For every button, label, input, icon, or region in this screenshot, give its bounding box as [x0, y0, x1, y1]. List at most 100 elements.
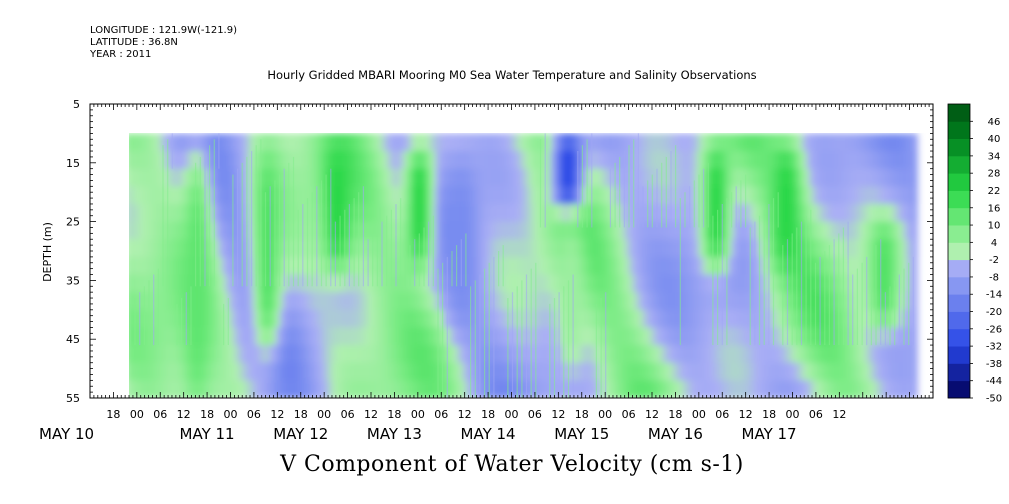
heatmap-cell	[293, 256, 298, 276]
heatmap-cell	[227, 345, 232, 364]
heatmap-cell	[418, 221, 423, 240]
heatmap-cell	[161, 309, 166, 328]
heatmap-cell	[260, 204, 265, 223]
heatmap-cell	[201, 168, 205, 187]
heatmap-cell	[696, 186, 701, 205]
heatmap-cell	[415, 168, 420, 187]
heatmap-cell	[339, 274, 344, 293]
heatmap-cell	[356, 327, 361, 346]
heatmap-cell	[448, 309, 453, 328]
heatmap-cell	[468, 274, 473, 293]
heatmap-cell	[273, 168, 278, 187]
heatmap-cell	[801, 345, 806, 364]
heatmap-cell	[148, 274, 153, 293]
heatmap-cell	[224, 380, 229, 398]
heatmap-cell	[125, 151, 129, 169]
heatmap-cell	[752, 309, 757, 328]
heatmap-streak	[470, 286, 472, 398]
heatmap-cell	[336, 274, 341, 293]
heatmap-cell	[620, 327, 625, 346]
heatmap-cell	[537, 133, 542, 152]
heatmap-cell	[412, 204, 417, 223]
heatmap-cell	[775, 309, 780, 328]
heatmap-cell	[260, 151, 265, 170]
heatmap-cell	[234, 345, 238, 364]
heatmap-cell	[686, 380, 691, 398]
heatmap-cell	[270, 204, 275, 223]
heatmap-cell	[303, 133, 308, 152]
heatmap-cell	[861, 204, 866, 223]
heatmap-cell	[405, 204, 410, 223]
heatmap-cell	[448, 168, 453, 187]
heatmap-cell	[475, 292, 479, 311]
heatmap-cell	[584, 327, 588, 346]
heatmap-cell	[125, 292, 129, 310]
heatmap-cell	[702, 292, 707, 311]
heatmap-cell	[184, 186, 189, 205]
heatmap-cell	[821, 274, 826, 293]
heatmap-cell	[716, 362, 720, 381]
heatmap-cell	[171, 168, 176, 187]
heatmap-cell	[564, 274, 569, 293]
heatmap-cell	[498, 274, 502, 293]
heatmap-cell	[316, 327, 321, 346]
heatmap-cell	[745, 380, 750, 398]
heatmap-cell	[356, 362, 361, 381]
heatmap-cell	[712, 204, 717, 223]
heatmap-cell	[148, 133, 153, 152]
heatmap-cell	[798, 380, 803, 398]
heatmap-cell	[508, 380, 512, 398]
heatmap-cell	[650, 151, 654, 170]
heatmap-cell	[382, 380, 387, 398]
heatmap-cell	[300, 151, 304, 170]
heatmap-cell	[319, 345, 324, 364]
heatmap-cell	[352, 327, 357, 346]
heatmap-cell	[376, 204, 380, 223]
heatmap-cell	[732, 133, 737, 152]
heatmap-cell	[129, 186, 133, 205]
heatmap-cell	[752, 345, 757, 364]
heatmap-cell	[858, 274, 862, 293]
heatmap-cell	[894, 239, 899, 258]
heatmap-cell	[187, 327, 192, 346]
heatmap-cell	[148, 168, 153, 187]
heatmap-smooth-layer	[125, 133, 918, 398]
heatmap-cell	[749, 292, 753, 311]
heatmap-cell	[666, 168, 671, 187]
heatmap-cell	[567, 345, 572, 364]
heatmap-cell	[834, 256, 839, 276]
heatmap-cell	[686, 256, 691, 276]
heatmap-cell	[729, 239, 734, 258]
heatmap-cell	[438, 133, 443, 152]
heatmap-cell	[237, 292, 242, 311]
heatmap-cell	[834, 309, 839, 328]
heatmap-cell	[752, 221, 757, 240]
x-tick-label: 12	[458, 408, 472, 421]
heatmap-cell	[428, 151, 433, 170]
heatmap-cell	[432, 380, 436, 398]
heatmap-cell	[362, 204, 367, 223]
heatmap-streak	[670, 151, 672, 228]
heatmap-cell	[349, 309, 354, 328]
heatmap-cell	[620, 204, 625, 223]
heatmap-cell	[382, 274, 387, 293]
heatmap-cell	[798, 309, 803, 328]
heatmap-cell	[722, 221, 727, 240]
heatmap-cell	[504, 362, 509, 381]
heatmap-cell	[409, 256, 413, 276]
heatmap-cell	[791, 327, 796, 346]
heatmap-cell	[894, 380, 899, 398]
heatmap-cell	[881, 309, 885, 328]
heatmap-cell	[326, 309, 331, 328]
heatmap-cell	[659, 292, 664, 311]
heatmap-cell	[385, 345, 390, 364]
heatmap-cell	[772, 133, 776, 152]
heatmap-cell	[887, 168, 892, 187]
heatmap-cell	[874, 345, 879, 364]
heatmap-cell	[666, 204, 671, 223]
heatmap-cell	[818, 168, 823, 187]
heatmap-cell	[154, 274, 159, 293]
heatmap-cell	[498, 186, 502, 205]
heatmap-cell	[300, 345, 304, 364]
heatmap-cell	[296, 168, 301, 187]
